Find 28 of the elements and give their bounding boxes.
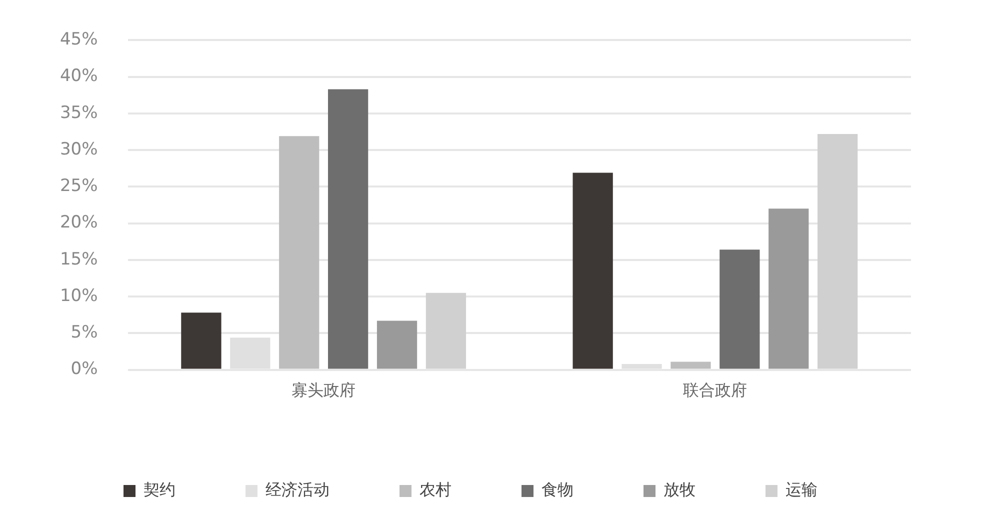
legend-label: 食物 bbox=[542, 480, 574, 500]
y-tick-label: 30% bbox=[60, 139, 98, 160]
bar bbox=[279, 136, 320, 369]
y-tick-label: 10% bbox=[60, 286, 98, 306]
y-tick-label: 20% bbox=[60, 212, 98, 233]
bar bbox=[328, 89, 368, 369]
bar bbox=[376, 320, 418, 369]
y-tick-label: 0% bbox=[70, 359, 98, 380]
legend-label: 农村 bbox=[420, 480, 452, 500]
legend-label: 经济活动 bbox=[266, 480, 330, 500]
bar bbox=[818, 134, 858, 369]
legend-label: 放牧 bbox=[664, 480, 696, 500]
y-tick-label: 35% bbox=[60, 102, 98, 123]
bar bbox=[768, 208, 809, 369]
y-tick-label: 45% bbox=[60, 30, 98, 50]
y-tick-label: 25% bbox=[60, 176, 98, 196]
y-tick-label: 40% bbox=[60, 66, 98, 86]
legend-label: 契约 bbox=[144, 480, 176, 500]
bar bbox=[426, 292, 466, 369]
y-tick-label: 15% bbox=[60, 249, 98, 270]
y-tick-label: 5% bbox=[70, 322, 98, 343]
x-tick-label: 寡头政府 bbox=[292, 380, 356, 400]
legend-label: 运输 bbox=[786, 480, 818, 500]
bar bbox=[572, 172, 613, 369]
x-tick-label: 联合政府 bbox=[683, 380, 748, 400]
bar bbox=[720, 250, 760, 369]
bar bbox=[181, 312, 222, 369]
bar bbox=[670, 362, 711, 369]
